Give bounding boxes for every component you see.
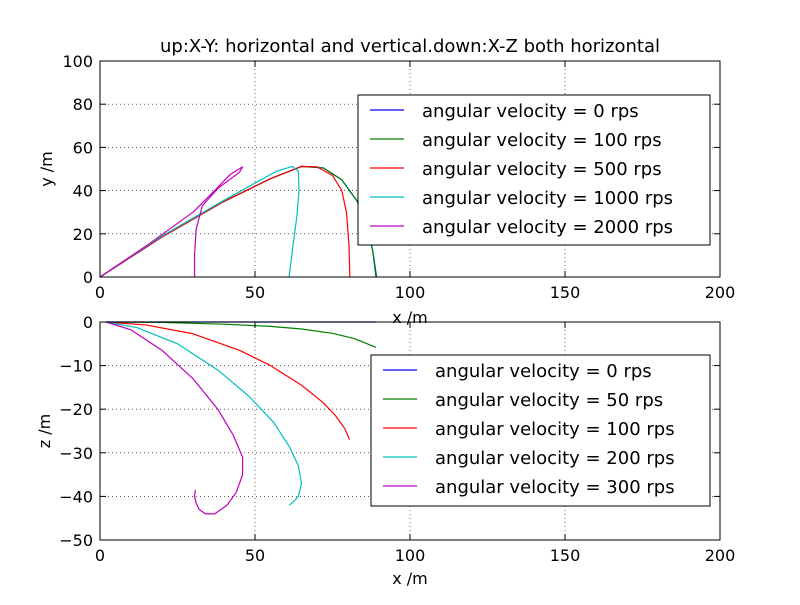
legend-entry-2: angular velocity = 100 rps [422,130,662,151]
y-tick-label: 60 [73,138,93,157]
x-tick-label: 150 [550,283,581,302]
chart-title: up:X-Y: horizontal and vertical.down:X-Z… [160,36,660,57]
series-line-3 [106,321,351,440]
subplot-2: 0 50 100 150 200 0 −10 −20 −30 −40 −50 x /m z /m angu… [35,313,735,588]
plot-frame [99,60,721,278]
x-tick-label: 0 [95,546,105,565]
legend-entry-1: angular velocity = 0 rps [422,101,639,122]
legend-box [370,354,711,507]
y-tick-label: −40 [59,487,93,506]
x-tick-label: 50 [245,546,265,565]
legend-entry-5: angular velocity = 300 rps [435,477,675,498]
y-tick-label: 80 [73,95,93,114]
legend-entry-4: angular velocity = 1000 rps [422,188,673,209]
y-tick-label: 20 [73,225,93,244]
x-axis-label: x /m [392,569,428,588]
legend-entry-2: angular velocity = 50 rps [435,390,663,411]
x-tick-label: 200 [705,546,736,565]
legend-entry-3: angular velocity = 100 rps [435,419,675,440]
series-line-4 [106,321,303,506]
legend: angular velocity = 0 rps angular velocity… [357,94,711,246]
series-line-2 [99,165,377,278]
x-tick-label: 0 [95,283,105,302]
legend-entry-3: angular velocity = 500 rps [422,159,662,180]
legend-box [357,94,711,246]
x-tick-label: 100 [395,546,426,565]
x-tick-label: 100 [395,283,426,302]
plot-frame [99,321,721,541]
y-tick-label: −10 [59,357,93,376]
legend-entry-1: angular velocity = 0 rps [435,361,652,382]
x-tick-label: 150 [550,546,581,565]
y-axis-label: z /m [35,414,54,448]
legend-entry-4: angular velocity = 200 rps [435,448,675,469]
y-tick-label: −30 [59,444,93,463]
y-axis-label: y /m [37,151,56,187]
series-line-5 [99,166,244,278]
series-line-1 [99,165,378,278]
series-line-3 [99,165,351,278]
x-tick-label: 200 [705,283,736,302]
y-tick-label: −20 [59,400,93,419]
series-line-5 [106,321,244,515]
y-tick-label: 0 [83,268,93,287]
y-tick-label: 100 [62,52,93,71]
y-tick-label: 40 [73,182,93,201]
y-tick-label: −50 [59,531,93,550]
x-tick-label: 50 [245,283,265,302]
y-tick-label: 0 [83,313,93,332]
legend: angular velocity = 0 rps angular velocity… [370,354,711,507]
series-line-2 [106,321,377,348]
series-line-4 [99,165,300,278]
legend-entry-5: angular velocity = 2000 rps [422,217,673,238]
